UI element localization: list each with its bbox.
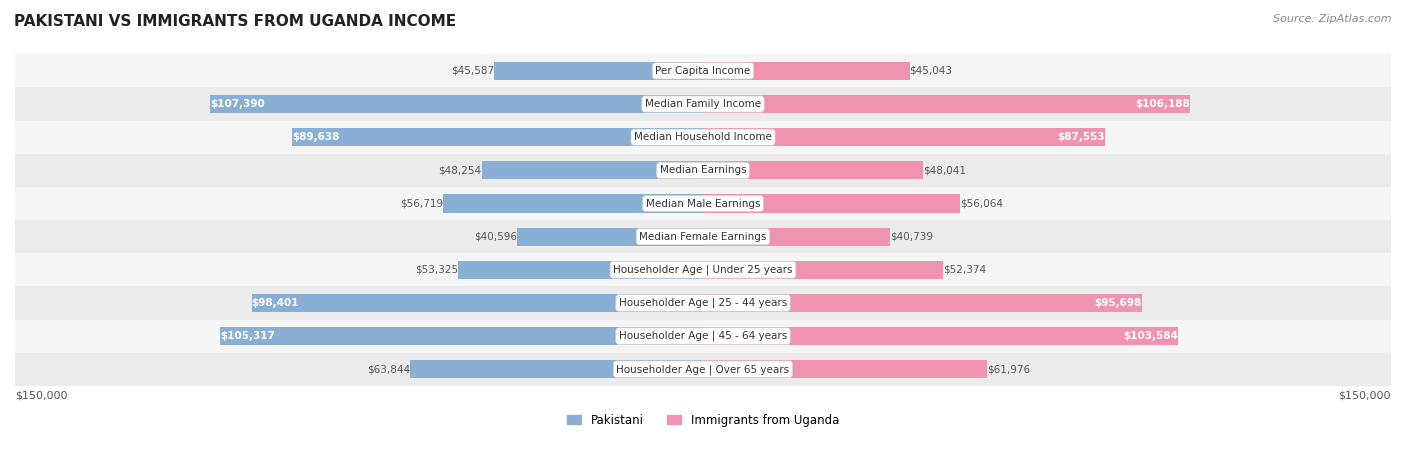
Bar [15, 187, 1391, 220]
Bar [703, 327, 1178, 345]
Text: $107,390: $107,390 [211, 99, 266, 109]
Text: $98,401: $98,401 [252, 298, 299, 308]
Bar [15, 120, 1391, 154]
Text: $48,254: $48,254 [439, 165, 482, 175]
Text: PAKISTANI VS IMMIGRANTS FROM UGANDA INCOME: PAKISTANI VS IMMIGRANTS FROM UGANDA INCO… [14, 14, 456, 29]
Bar [15, 253, 1391, 286]
Text: $106,188: $106,188 [1135, 99, 1189, 109]
Text: $56,719: $56,719 [399, 198, 443, 208]
Bar [15, 154, 1391, 187]
Bar [703, 261, 943, 279]
Bar [15, 54, 1391, 87]
Text: Median Male Earnings: Median Male Earnings [645, 198, 761, 208]
Bar [292, 128, 703, 146]
Bar [703, 161, 924, 179]
Text: $45,043: $45,043 [910, 66, 953, 76]
Text: $95,698: $95,698 [1095, 298, 1142, 308]
Text: Median Earnings: Median Earnings [659, 165, 747, 175]
Text: $105,317: $105,317 [219, 331, 274, 341]
Text: Median Household Income: Median Household Income [634, 132, 772, 142]
Bar [15, 87, 1391, 120]
Text: $52,374: $52,374 [943, 265, 987, 275]
Bar [494, 62, 703, 80]
Bar [703, 95, 1189, 113]
Text: $40,596: $40,596 [474, 232, 517, 241]
Bar [15, 220, 1391, 253]
Text: Householder Age | 45 - 64 years: Householder Age | 45 - 64 years [619, 331, 787, 341]
Text: $103,584: $103,584 [1123, 331, 1178, 341]
Text: $89,638: $89,638 [292, 132, 339, 142]
Text: $150,000: $150,000 [15, 391, 67, 401]
Bar [703, 227, 890, 246]
Bar [458, 261, 703, 279]
Text: $150,000: $150,000 [1339, 391, 1391, 401]
Bar [703, 62, 910, 80]
Bar [443, 194, 703, 212]
Bar [703, 194, 960, 212]
Text: $40,739: $40,739 [890, 232, 932, 241]
Bar [15, 353, 1391, 386]
Text: Householder Age | 25 - 44 years: Householder Age | 25 - 44 years [619, 298, 787, 308]
Text: Median Female Earnings: Median Female Earnings [640, 232, 766, 241]
Text: $56,064: $56,064 [960, 198, 1002, 208]
Text: $48,041: $48,041 [924, 165, 966, 175]
Text: Householder Age | Under 25 years: Householder Age | Under 25 years [613, 265, 793, 275]
Bar [703, 294, 1142, 312]
Text: $53,325: $53,325 [415, 265, 458, 275]
Bar [517, 227, 703, 246]
Text: $45,587: $45,587 [451, 66, 494, 76]
Bar [15, 286, 1391, 319]
Bar [211, 95, 703, 113]
Bar [482, 161, 703, 179]
Bar [703, 128, 1105, 146]
Bar [15, 319, 1391, 353]
Bar [219, 327, 703, 345]
Text: $63,844: $63,844 [367, 364, 411, 374]
Text: Median Family Income: Median Family Income [645, 99, 761, 109]
Text: Per Capita Income: Per Capita Income [655, 66, 751, 76]
Bar [411, 360, 703, 378]
Legend: Pakistani, Immigrants from Uganda: Pakistani, Immigrants from Uganda [562, 409, 844, 432]
Bar [703, 360, 987, 378]
Text: Householder Age | Over 65 years: Householder Age | Over 65 years [616, 364, 790, 375]
Text: $61,976: $61,976 [987, 364, 1031, 374]
Text: $87,553: $87,553 [1057, 132, 1105, 142]
Bar [252, 294, 703, 312]
Text: Source: ZipAtlas.com: Source: ZipAtlas.com [1274, 14, 1392, 24]
